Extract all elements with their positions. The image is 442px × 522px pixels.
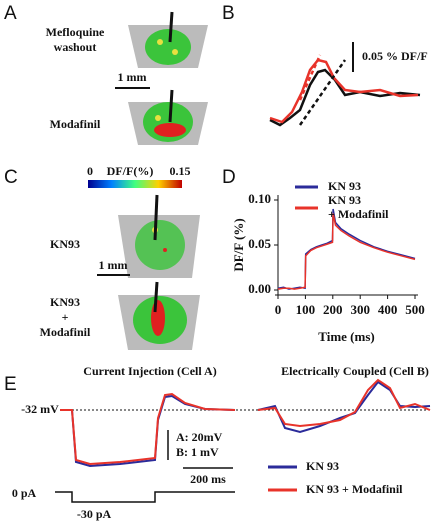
traces [269,54,421,127]
x-tick-label: 200 [323,302,343,317]
label: washout [54,40,97,54]
panel-letter: D [222,167,236,188]
trace [60,392,236,466]
current-step [55,491,235,503]
y-axis-label: DF/F (%) [231,218,246,271]
colorbar [88,180,182,188]
panel-letter: E [4,374,17,395]
x-tick-label: 500 [405,302,425,317]
x-tick-label: 0 [275,302,282,317]
slice-image [118,194,200,278]
panel-letter: B [222,3,235,24]
legend-label: + Modafinil [328,207,389,221]
label: + [62,310,69,324]
scale-label: B: 1 mV [176,445,219,459]
current-label: 0 pA [12,486,37,500]
scale-label: 1 mm [118,70,147,84]
legend-label: KN 93 [328,179,361,193]
legend-label: KN 93 [328,193,361,207]
x-tick-label: 400 [378,302,398,317]
x-tick-label: 300 [350,302,370,317]
label: Modafinil [50,117,101,131]
scale-label: A: 20mV [176,430,223,444]
trace-title: Current Injection (Cell A) [83,364,216,378]
legend-label: KN 93 + Modafinil [306,482,403,496]
legend-label: KN 93 [306,459,339,473]
label: Modafinil [40,325,91,339]
y-tick-label: 0.00 [248,281,271,296]
trace-title: Electrically Coupled (Cell B) [281,364,429,378]
slice-image [128,89,208,145]
scale-label: 1 mm [99,258,128,272]
slice-image [118,281,200,350]
label: Mefloquine [46,25,105,39]
line-series [277,213,416,290]
colorbar-title: DF/F(%) [107,164,154,178]
y-tick-label: 0.05 [248,236,271,251]
chart: D 0.00 0.05 0.10 0 100 200 300 400 500 Time (ms) DF… [222,167,425,344]
x-axis-label: Time (ms) [318,329,374,344]
panel-letter: A [4,3,17,24]
y-tick-label: 0.10 [248,191,271,206]
label: KN93 [50,295,80,309]
slice-image [128,11,208,68]
rest-label: -32 mV [21,402,59,416]
label: KN93 [50,237,80,251]
traces [60,378,431,468]
trace [257,378,431,428]
line-series [277,208,416,290]
scale-label: 200 ms [190,472,226,486]
current-label: -30 pA [77,507,112,521]
x-tick-label: 100 [296,302,316,317]
scale-label: 0.05 % DF/F [362,49,428,63]
colorbar-max: 0.15 [170,164,191,178]
panel-letter: C [4,167,18,188]
colorbar-min: 0 [87,164,93,178]
